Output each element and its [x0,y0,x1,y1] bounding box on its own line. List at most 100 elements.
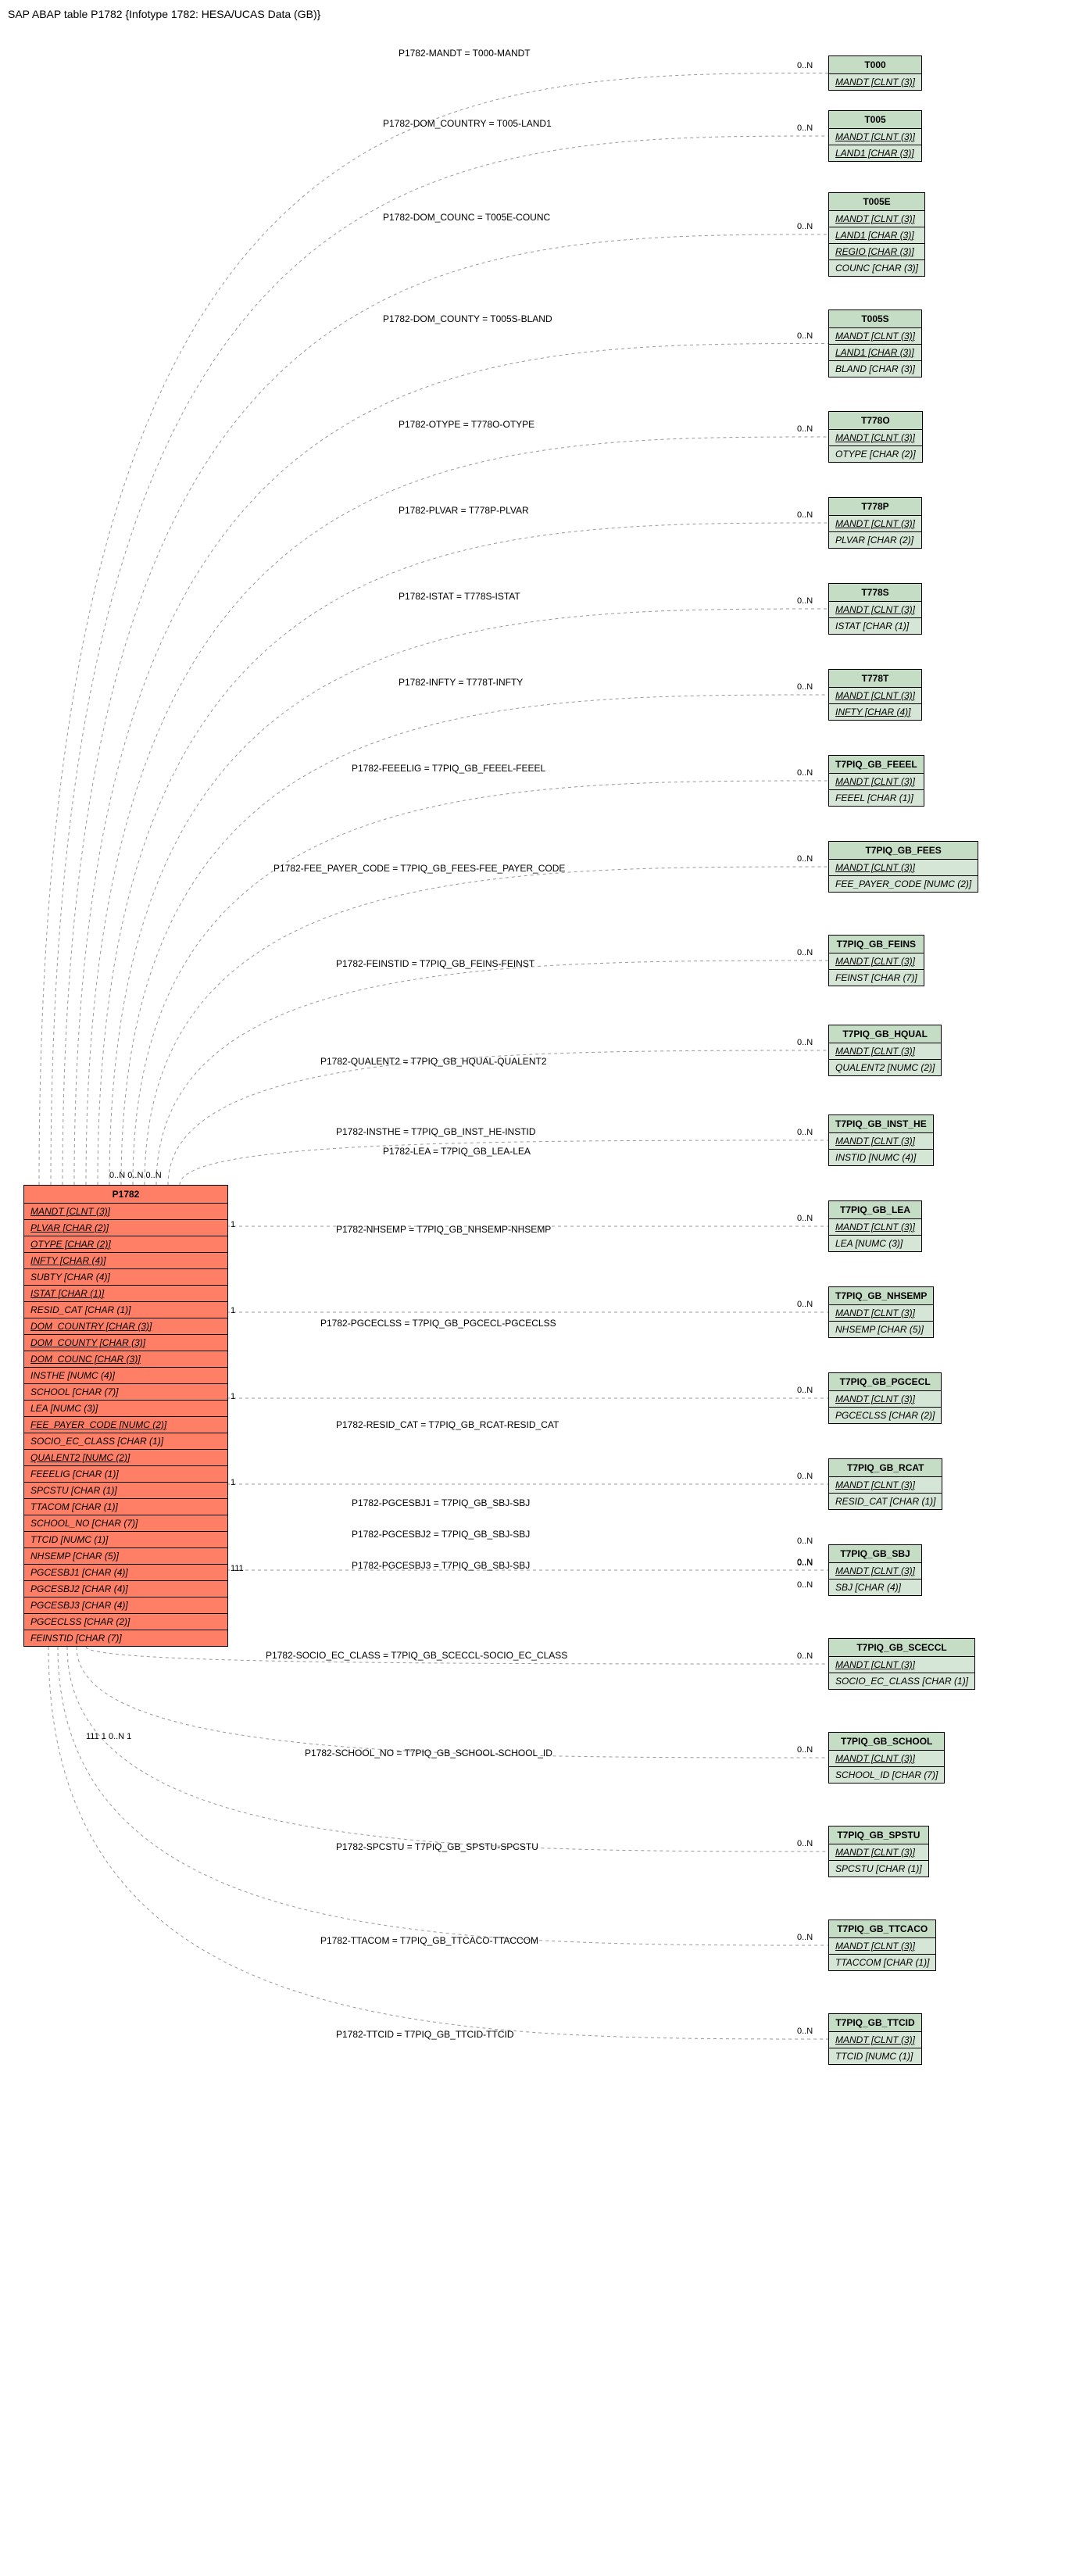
entity-field: FEEEL [CHAR (1)] [829,790,924,806]
cardinality-cluster: 0..N [797,1580,813,1590]
entity-field: RESID_CAT [CHAR (1)] [829,1494,942,1509]
cardinality-right: 0..N [797,61,813,70]
entity-header: T778S [829,584,921,602]
entity-t005e: T005EMANDT [CLNT (3)]LAND1 [CHAR (3)]REG… [828,192,925,277]
entity-header: P1782 [24,1186,227,1204]
entity-field: INFTY [CHAR (4)] [24,1253,227,1269]
cardinality-cluster: 111 1 0..N 1 [86,1732,131,1741]
entity-field: MANDT [CLNT (3)] [829,328,921,345]
cardinality-cluster: 0..N 0..N 0..N [109,1171,162,1180]
entity-field: MANDT [CLNT (3)] [829,1844,928,1861]
entity-field: SBJ [CHAR (4)] [829,1580,921,1595]
connector [168,1050,828,1185]
entity-field: NHSEMP [CHAR (5)] [829,1322,933,1337]
edge-label: P1782-INSTHE = T7PIQ_GB_INST_HE-INSTID [336,1126,536,1137]
entity-field: MANDT [CLNT (3)] [829,211,924,227]
cardinality-right: 0..N [797,331,813,341]
entity-field: DOM_COUNC [CHAR (3)] [24,1351,227,1368]
entity-field: MANDT [CLNT (3)] [829,129,921,145]
entity-field: MANDT [CLNT (3)] [829,774,924,790]
cardinality-cluster: 0..N [797,1537,813,1546]
entity-t7piq_gb_nhsemp: T7PIQ_GB_NHSEMPMANDT [CLNT (3)]NHSEMP [C… [828,1286,934,1338]
entity-field: FEE_PAYER_CODE [NUMC (2)] [829,876,978,892]
entity-header: T7PIQ_GB_LEA [829,1201,921,1219]
edge-label: P1782-TTCID = T7PIQ_GB_TTCID-TTCID [336,2029,514,2040]
entity-field: TTACOM [CHAR (1)] [24,1499,227,1515]
entity-field: MANDT [CLNT (3)] [829,1477,942,1494]
cardinality-right: 0..N [797,1128,813,1137]
entity-field: INFTY [CHAR (4)] [829,704,921,720]
cardinality-right: 0..N [797,1300,813,1309]
entity-field: MANDT [CLNT (3)] [829,1133,933,1150]
edge-label: P1782-QUALENT2 = T7PIQ_GB_HQUAL-QUALENT2 [320,1056,547,1067]
entity-field: MANDT [CLNT (3)] [829,1563,921,1580]
entity-field: MANDT [CLNT (3)] [829,1751,944,1767]
edge-label: P1782-PGCECLSS = T7PIQ_GB_PGCECL-PGCECLS… [320,1318,556,1329]
cardinality-right: 0..N [797,948,813,957]
cardinality-right: 0..N [797,424,813,434]
edge-label: P1782-MANDT = T000-MANDT [399,48,531,59]
entity-field: PGCECLSS [CHAR (2)] [829,1408,941,1423]
entity-header: T005S [829,310,921,328]
cardinality-right: 0..N [797,123,813,133]
cardinality-right: 0..N [797,1745,813,1755]
entity-header: T000 [829,56,921,74]
entity-header: T7PIQ_GB_TTCID [829,2014,921,2032]
cardinality-left: 111 [231,1564,244,1573]
edge-label: P1782-ISTAT = T778S-ISTAT [399,591,520,602]
entity-field: FEINST [CHAR (7)] [829,970,924,986]
entity-field: MANDT [CLNT (3)] [829,516,921,532]
entity-field: TTACCOM [CHAR (1)] [829,1955,935,1970]
entity-field: MANDT [CLNT (3)] [829,1657,974,1673]
entity-header: T7PIQ_GB_SCECCL [829,1639,974,1657]
cardinality-right: 0..N [797,1839,813,1848]
connector [63,234,828,1185]
cardinality-right: 0..N [797,2027,813,2036]
entity-field: ISTAT [CHAR (1)] [829,618,921,634]
cardinality-right: 0..N [797,222,813,231]
entity-field: MANDT [CLNT (3)] [829,430,922,446]
entity-t7piq_gb_sbj: T7PIQ_GB_SBJMANDT [CLNT (3)]SBJ [CHAR (4… [828,1544,922,1596]
entity-field: SCHOOL [CHAR (7)] [24,1384,227,1401]
edge-label: P1782-PGCESBJ2 = T7PIQ_GB_SBJ-SBJ [352,1529,530,1540]
diagram-container: P1782MANDT [CLNT (3)]PLVAR [CHAR (2)]OTY… [8,28,1068,2568]
connector [133,781,828,1185]
edge-label: P1782-DOM_COUNTRY = T005-LAND1 [383,118,552,129]
entity-field: LAND1 [CHAR (3)] [829,345,921,361]
entity-field: MANDT [CLNT (3)] [829,2032,921,2048]
edge-label: P1782-SCHOOL_NO = T7PIQ_GB_SCHOOL-SCHOOL… [305,1748,552,1758]
cardinality-left: 1 [231,1220,235,1229]
edge-label: P1782-SPCSTU = T7PIQ_GB_SPSTU-SPCSTU [336,1841,538,1852]
cardinality-left: 1 [231,1392,235,1401]
entity-t7piq_gb_hqual: T7PIQ_GB_HQUALMANDT [CLNT (3)]QUALENT2 [… [828,1025,942,1076]
entity-field: MANDT [CLNT (3)] [829,688,921,704]
entity-field: FEEELIG [CHAR (1)] [24,1466,227,1483]
entity-t005s: T005SMANDT [CLNT (3)]LAND1 [CHAR (3)]BLA… [828,309,922,377]
edge-label: P1782-DOM_COUNC = T005E-COUNC [383,212,550,223]
entity-header: T005 [829,111,921,129]
entity-field: MANDT [CLNT (3)] [829,1043,941,1060]
entity-field: COUNC [CHAR (3)] [829,260,924,276]
edge-label: P1782-NHSEMP = T7PIQ_GB_NHSEMP-NHSEMP [336,1224,551,1235]
entity-field: RESID_CAT [CHAR (1)] [24,1302,227,1318]
entity-field: DOM_COUNTY [CHAR (3)] [24,1335,227,1351]
connector [58,1647,828,1945]
edge-label: P1782-LEA = T7PIQ_GB_LEA-LEA [383,1146,531,1157]
entity-field: MANDT [CLNT (3)] [829,74,921,90]
connector [39,73,828,1186]
cardinality-right: 0..N [797,1386,813,1395]
entity-t7piq_gb_inst_he: T7PIQ_GB_INST_HEMANDT [CLNT (3)]INSTID [… [828,1114,934,1166]
entity-t000: T000MANDT [CLNT (3)] [828,55,922,91]
entity-field: LEA [NUMC (3)] [829,1236,921,1251]
entity-t7piq_gb_spstu: T7PIQ_GB_SPSTUMANDT [CLNT (3)]SPCSTU [CH… [828,1826,929,1877]
entity-field: QUALENT2 [NUMC (2)] [829,1060,941,1075]
entity-t7piq_gb_ttcid: T7PIQ_GB_TTCIDMANDT [CLNT (3)]TTCID [NUM… [828,2013,922,2065]
cardinality-right: 0..N [797,854,813,864]
entity-field: DOM_COUNTRY [CHAR (3)] [24,1318,227,1335]
entity-field: SPCSTU [CHAR (1)] [24,1483,227,1499]
edge-label: P1782-FEINSTID = T7PIQ_GB_FEINS-FEINST [336,958,534,969]
edge-label: P1782-DOM_COUNTY = T005S-BLAND [383,313,552,324]
entity-field: FEINSTID [CHAR (7)] [24,1630,227,1646]
entity-t778t: T778TMANDT [CLNT (3)]INFTY [CHAR (4)] [828,669,922,721]
cardinality-left: 1 [231,1306,235,1315]
